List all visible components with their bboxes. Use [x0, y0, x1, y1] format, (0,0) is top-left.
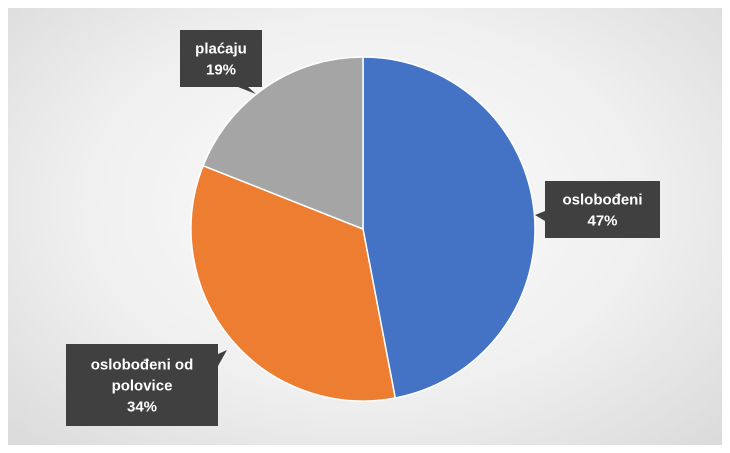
slice-label: plaćaju 19%: [195, 41, 247, 79]
slice-label: oslobođeni od polovice 34%: [91, 357, 194, 416]
slice-name: plaćaju: [195, 41, 247, 58]
slice-percent: 47%: [587, 213, 617, 230]
slice-name: oslobođeni od: [91, 357, 194, 374]
data-label-callout: oslobođeni 47%: [535, 181, 660, 238]
pie-slice: [190, 164, 397, 402]
data-label-callout: plaćaju 19%: [180, 30, 262, 94]
data-label-callout: oslobođeni od polovice 34%: [66, 344, 227, 426]
slice-percent: 34%: [127, 399, 157, 416]
callout-box: [66, 344, 227, 426]
slice-percent: 19%: [206, 62, 236, 79]
callout-box: [535, 181, 660, 238]
slice-label: oslobođeni 47%: [563, 192, 643, 230]
pie-slice: [362, 56, 536, 399]
callout-box: [180, 30, 262, 94]
slice-name: oslobođeni: [563, 192, 643, 209]
slice-name: polovice: [112, 378, 173, 395]
pie-slice: [202, 56, 364, 231]
